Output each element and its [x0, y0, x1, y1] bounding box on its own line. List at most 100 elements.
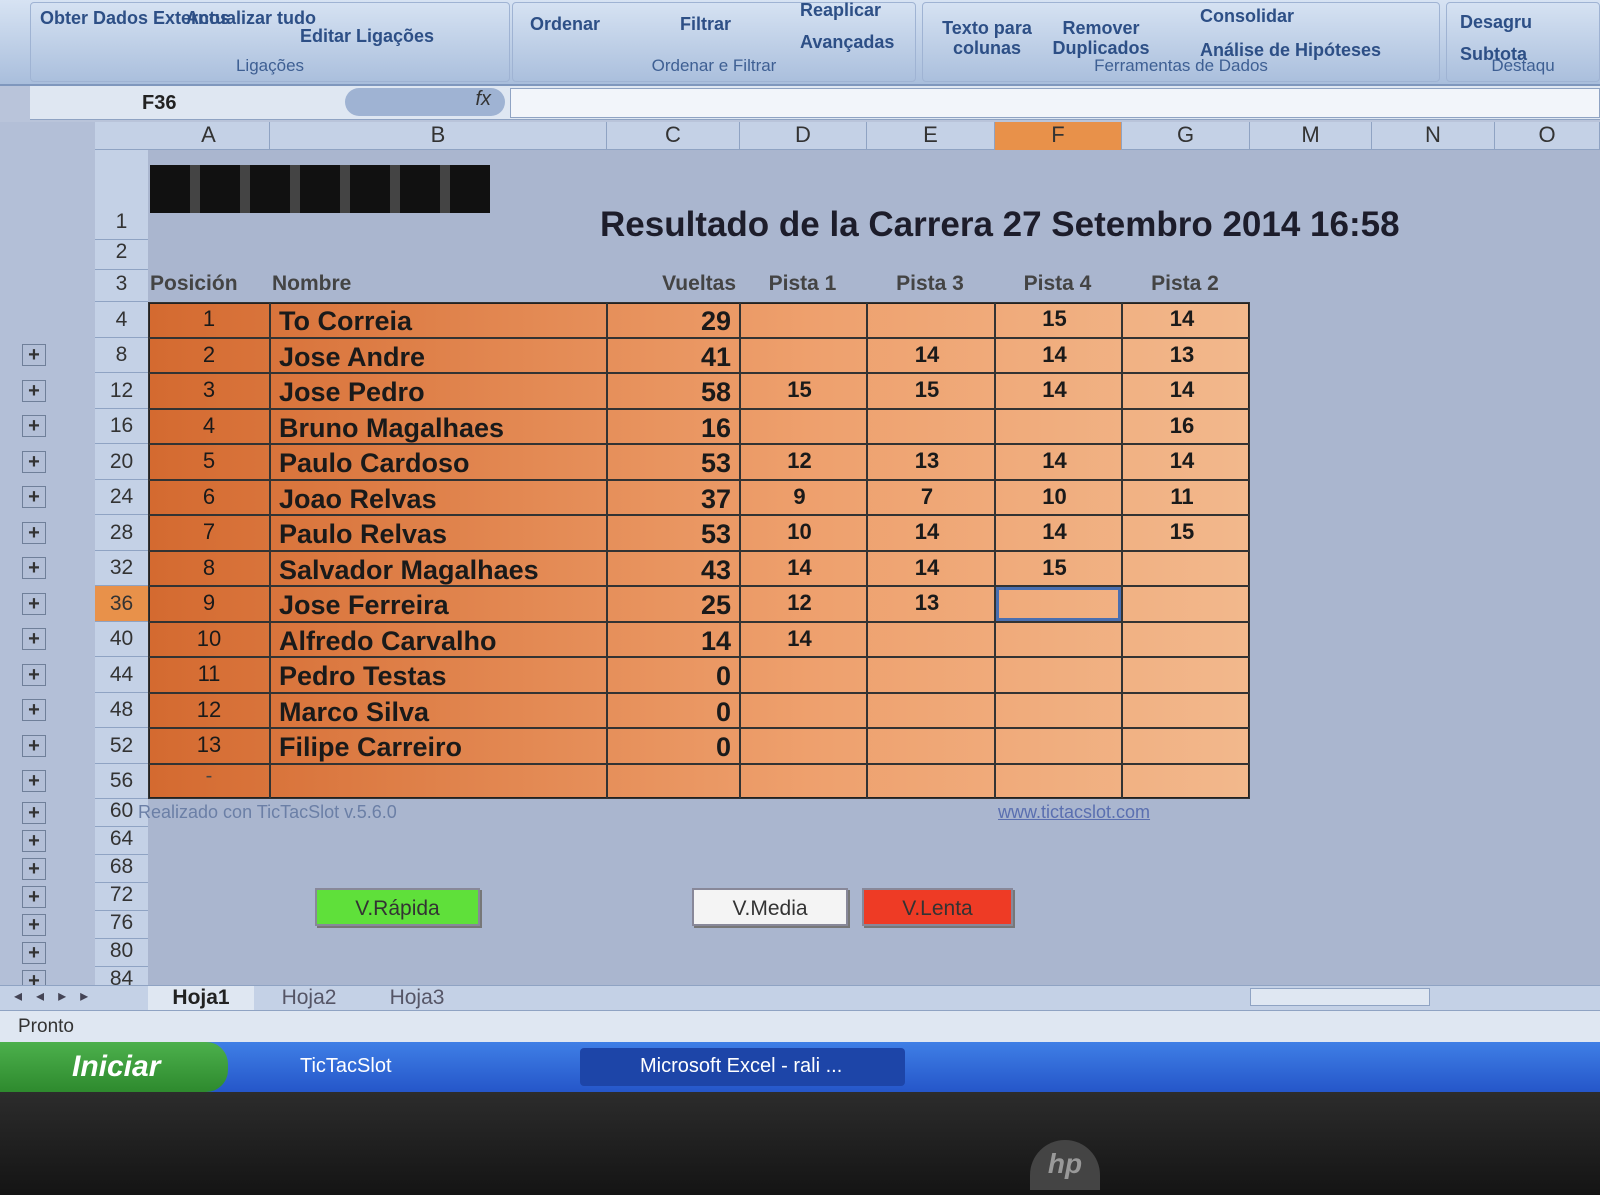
- table-cell: 41: [607, 337, 740, 373]
- row-header[interactable]: 64: [95, 827, 148, 855]
- outline-expand-button[interactable]: +: [22, 886, 46, 908]
- taskbar-item[interactable]: TicTacSlot: [300, 1055, 392, 1077]
- ribbon-button[interactable]: Filtrar: [680, 14, 732, 34]
- column-header[interactable]: B: [270, 122, 607, 150]
- table-cell: 9: [148, 586, 270, 622]
- outline-expand-button[interactable]: +: [22, 557, 46, 580]
- row-header[interactable]: 44: [95, 657, 148, 693]
- scrollbar[interactable]: [1250, 988, 1430, 1006]
- ribbon-button[interactable]: Obter Dados Externos: [40, 8, 231, 28]
- ribbon-button[interactable]: Texto para colunas: [942, 18, 1032, 58]
- outline-expand-button[interactable]: +: [22, 521, 46, 544]
- table-cell: 10: [740, 515, 867, 551]
- row-header[interactable]: 8: [95, 338, 148, 373]
- row-header[interactable]: 28: [95, 515, 148, 551]
- row-header[interactable]: 52: [95, 728, 148, 764]
- row-header[interactable]: 36: [95, 586, 148, 622]
- row-header[interactable]: 3: [95, 270, 148, 302]
- ribbon-button[interactable]: Análise de Hipóteses: [1200, 40, 1382, 60]
- sheet-tab[interactable]: Hoja1: [148, 986, 254, 1010]
- sheet-tab[interactable]: Hoja3: [389, 986, 445, 1009]
- row-header[interactable]: 1: [95, 150, 148, 240]
- tab-nav[interactable]: ◂◂▸▸: [14, 988, 103, 1005]
- row-header[interactable]: 16: [95, 409, 148, 444]
- ribbon-button[interactable]: Desagru: [1460, 12, 1533, 32]
- outline-expand-button[interactable]: +: [22, 592, 46, 615]
- row-header[interactable]: 4: [95, 302, 148, 338]
- outline-expand-button[interactable]: +: [22, 770, 46, 793]
- start-button[interactable]: Iniciar: [0, 1042, 228, 1092]
- ribbon-button[interactable]: Editar Ligações: [300, 26, 435, 46]
- outline-expand-button[interactable]: +: [22, 415, 46, 438]
- row-header[interactable]: 2: [95, 240, 148, 270]
- speed-button[interactable]: V.Rápida: [315, 888, 480, 926]
- table-cell: -: [148, 763, 270, 799]
- row-header[interactable]: 32: [95, 551, 148, 586]
- outline-expand-button[interactable]: +: [22, 734, 46, 757]
- outline-gutter: [0, 122, 95, 985]
- column-header[interactable]: N: [1372, 122, 1495, 150]
- column-label: Pista 1: [768, 272, 837, 295]
- sheet-tab[interactable]: Hoja2: [281, 986, 337, 1009]
- outline-expand-button[interactable]: +: [22, 450, 46, 473]
- table-cell: 3: [148, 373, 270, 409]
- row-header[interactable]: 12: [95, 373, 148, 409]
- pilot-name: To Correia: [270, 302, 607, 338]
- ribbon-group-label: Ligações: [235, 56, 305, 75]
- table-cell: [995, 408, 1122, 444]
- table-cell: 10: [148, 621, 270, 657]
- outline-expand-button[interactable]: +: [22, 830, 46, 852]
- name-box[interactable]: F36: [142, 92, 177, 114]
- row-header[interactable]: 76: [95, 911, 148, 939]
- column-header[interactable]: F: [995, 122, 1122, 150]
- table-cell[interactable]: [995, 586, 1122, 622]
- table-cell: [740, 657, 867, 693]
- outline-expand-button[interactable]: +: [22, 628, 46, 651]
- table-cell: 14: [1122, 373, 1250, 409]
- pilot-name: Jose Pedro: [270, 373, 607, 409]
- outline-expand-button[interactable]: +: [22, 914, 46, 936]
- ribbon-button[interactable]: Remover Duplicados: [1052, 18, 1150, 58]
- fx-button[interactable]: fx: [345, 88, 505, 116]
- column-header[interactable]: A: [148, 122, 270, 150]
- outline-expand-button[interactable]: +: [22, 699, 46, 722]
- ribbon-button[interactable]: Reaplicar: [800, 0, 882, 20]
- ribbon-button[interactable]: Avançadas: [800, 32, 895, 52]
- column-header[interactable]: E: [867, 122, 995, 150]
- column-header[interactable]: C: [607, 122, 740, 150]
- outline-expand-button[interactable]: +: [22, 663, 46, 686]
- table-cell: 15: [995, 302, 1122, 338]
- taskbar-item[interactable]: Microsoft Excel - rali ...: [580, 1048, 905, 1086]
- ribbon-group-label: Ferramentas de Dados: [1094, 56, 1268, 75]
- table-cell: [867, 302, 995, 338]
- speed-button[interactable]: V.Lenta: [862, 888, 1013, 926]
- column-header[interactable]: M: [1250, 122, 1372, 150]
- column-label: Pista 3: [896, 272, 964, 295]
- row-header[interactable]: 68: [95, 855, 148, 883]
- row-header[interactable]: 56: [95, 764, 148, 799]
- ribbon-button[interactable]: Subtota: [1460, 44, 1527, 64]
- row-header[interactable]: 60: [95, 799, 148, 827]
- outline-expand-button[interactable]: +: [22, 802, 46, 824]
- outline-expand-button[interactable]: +: [22, 486, 46, 509]
- row-header[interactable]: 80: [95, 939, 148, 967]
- column-header[interactable]: O: [1495, 122, 1600, 150]
- outline-expand-button[interactable]: +: [22, 858, 46, 880]
- outline-expand-button[interactable]: +: [22, 942, 46, 964]
- outline-expand-button[interactable]: +: [22, 344, 46, 367]
- ribbon-button[interactable]: Ordenar: [530, 14, 601, 34]
- row-header[interactable]: 20: [95, 444, 148, 480]
- column-header[interactable]: G: [1122, 122, 1250, 150]
- row-header[interactable]: 72: [95, 883, 148, 911]
- column-header[interactable]: D: [740, 122, 867, 150]
- formula-input[interactable]: [510, 88, 1600, 118]
- table-cell: [995, 728, 1122, 764]
- speed-button[interactable]: V.Media: [692, 888, 848, 926]
- ribbon-button[interactable]: Actualizar tudo: [186, 8, 317, 28]
- ribbon-button[interactable]: Consolidar: [1200, 6, 1295, 26]
- row-header[interactable]: 24: [95, 480, 148, 515]
- row-header[interactable]: 48: [95, 693, 148, 728]
- outline-expand-button[interactable]: +: [22, 379, 46, 402]
- row-header[interactable]: 40: [95, 622, 148, 657]
- footer-link[interactable]: www.tictacslot.com: [998, 802, 1151, 822]
